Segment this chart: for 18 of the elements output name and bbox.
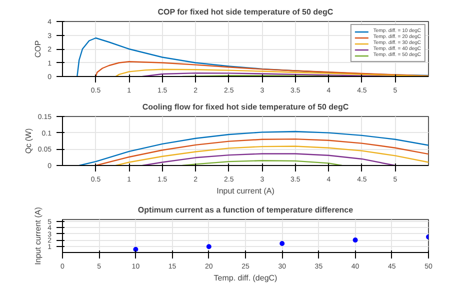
chart-title: Optimum current as a function of temperature difference [138, 206, 354, 214]
point [352, 238, 358, 243]
chart-title: COP for fixed hot side temperature of 50 degC [158, 8, 334, 16]
line-series [95, 61, 428, 76]
line-series [115, 146, 428, 166]
line-series [142, 153, 396, 166]
y-axis-title: Qc (W) [24, 128, 33, 154]
x-axis-title: Temp. diff. (degC) [214, 274, 278, 282]
y-axis-title: Input current (A) [34, 206, 43, 265]
point [280, 240, 285, 246]
y-axis-title: COP [34, 40, 43, 58]
line-series [115, 68, 428, 76]
x-axis-title: Input current (A) [216, 186, 275, 196]
line-series [78, 130, 428, 166]
point [133, 246, 138, 252]
chart-title: Cooling flow for fixed hot side temperature of 50 degC [142, 102, 349, 112]
line-series [95, 138, 428, 166]
point [206, 244, 212, 250]
